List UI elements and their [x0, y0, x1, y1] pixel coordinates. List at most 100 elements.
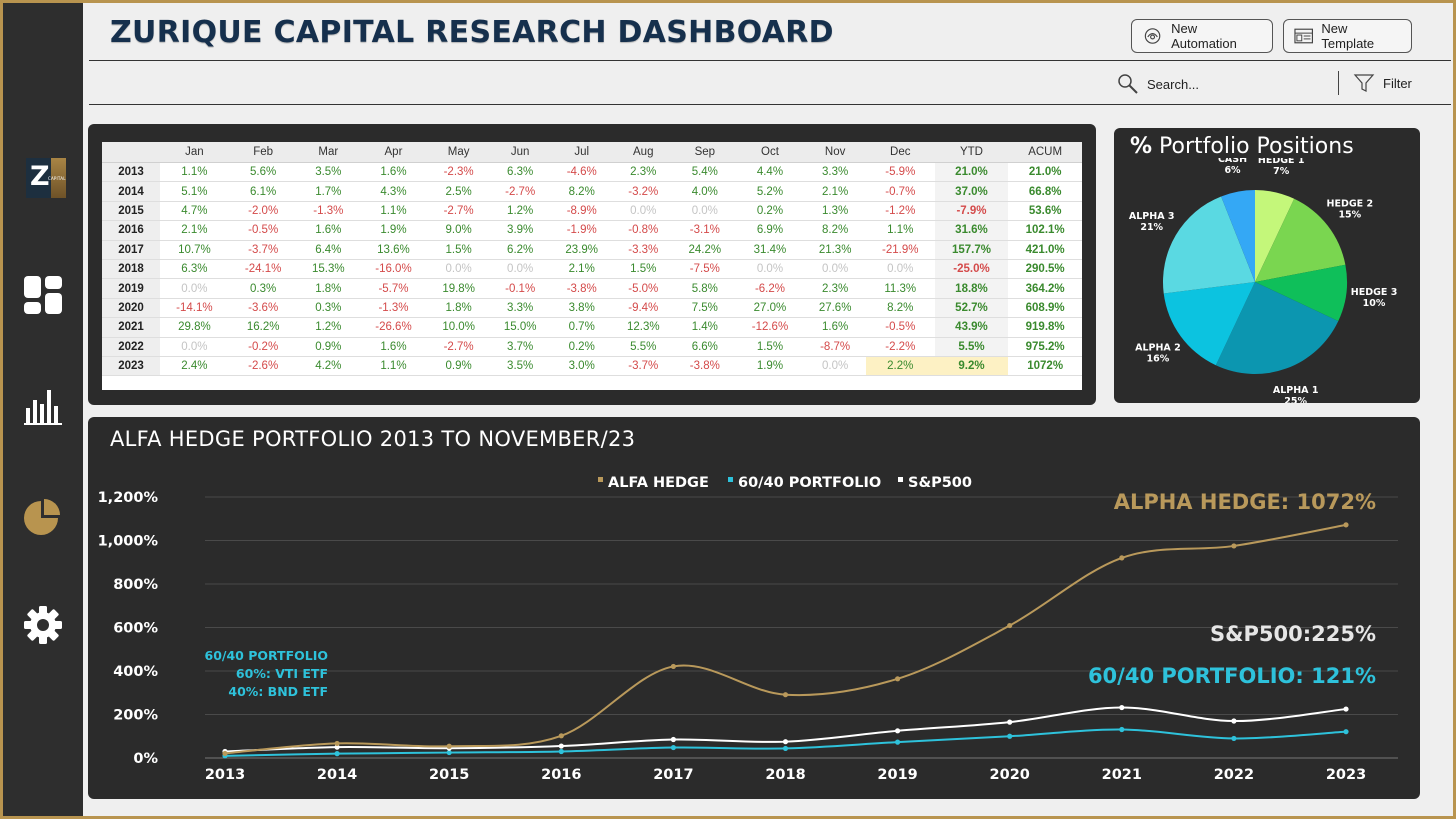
- pie-slice-hedge-2[interactable]: [1255, 198, 1346, 282]
- data-point-alfa-hedge[interactable]: [1007, 622, 1013, 629]
- return-cell: -0.5%: [865, 317, 935, 338]
- new-template-button[interactable]: New Template: [1283, 19, 1412, 53]
- return-cell: 1.6%: [297, 220, 360, 241]
- return-cell: 3.8%: [550, 298, 613, 319]
- data-point-alfa-hedge[interactable]: [670, 663, 677, 670]
- data-point-alfa-hedge[interactable]: [1231, 543, 1237, 549]
- data-point-alfa-hedge[interactable]: [222, 750, 228, 757]
- column-header: Dec: [865, 142, 935, 163]
- data-point-60-40-portfolio[interactable]: [1343, 729, 1349, 735]
- search-input[interactable]: Search...: [1117, 73, 1199, 95]
- data-point-60-40-portfolio[interactable]: [1007, 733, 1013, 739]
- return-cell: 27.0%: [735, 298, 805, 319]
- return-cell: 2.5%: [427, 181, 490, 202]
- automation-icon: [1144, 28, 1161, 44]
- logo-subtitle: CAPITAL: [48, 176, 66, 181]
- data-point-60-40-portfolio[interactable]: [782, 745, 789, 752]
- legend-swatch: [598, 477, 603, 482]
- legend-label[interactable]: 60/40 PORTFOLIO: [738, 475, 881, 491]
- data-point-60-40-portfolio[interactable]: [670, 744, 677, 751]
- return-cell: 1.5%: [612, 259, 675, 280]
- ytd-cell: 5.5%: [934, 337, 1009, 357]
- data-point-s-p500[interactable]: [670, 736, 677, 743]
- return-cell: 5.6%: [228, 162, 298, 183]
- return-cell: 21.3%: [804, 240, 866, 260]
- return-cell: 0.0%: [612, 201, 675, 222]
- data-point-alfa-hedge[interactable]: [1343, 522, 1349, 528]
- pie-slice-alpha-1[interactable]: [1215, 282, 1339, 374]
- portfolio-pie-chart: HEDGE 17% HEDGE 215% HEDGE 310% ALPHA 125% A…: [1129, 158, 1397, 403]
- return-cell: 0.7%: [550, 317, 613, 338]
- data-point-60-40-portfolio[interactable]: [558, 748, 564, 755]
- monthly-returns-table: Jan Feb Mar Apr May Jun Jul Aug Sep Oct Nov Dec YTD A…: [102, 142, 1082, 390]
- pie-slice-cash[interactable]: [1221, 190, 1255, 282]
- return-cell: -7.5%: [674, 259, 736, 280]
- return-cell: 2.1%: [550, 259, 613, 280]
- return-cell: -1.3%: [359, 298, 428, 319]
- data-point-alfa-hedge[interactable]: [446, 743, 452, 749]
- pie-slice-alpha-3[interactable]: [1163, 196, 1255, 294]
- data-point-60-40-portfolio[interactable]: [1119, 726, 1125, 733]
- table-row: 2022 0.0% -0.2% 0.9% 1.6% -2.7% 3.7% 0.2% 5.5% 6.…: [102, 337, 1082, 357]
- return-cell: -8.7%: [804, 337, 866, 357]
- data-point-alfa-hedge[interactable]: [782, 692, 789, 698]
- return-cell: 1.8%: [297, 278, 360, 299]
- data-point-60-40-portfolio[interactable]: [1231, 735, 1237, 742]
- dashboard-grid-icon[interactable]: [23, 275, 63, 315]
- new-automation-button[interactable]: New Automation: [1131, 19, 1273, 53]
- pie-slice-hedge-1[interactable]: [1255, 190, 1295, 282]
- company-logo[interactable]: Z CAPITAL: [26, 158, 66, 198]
- column-header: ACUM: [1008, 142, 1082, 163]
- data-point-s-p500[interactable]: [334, 744, 340, 750]
- ytd-cell: 43.9%: [934, 317, 1009, 338]
- data-point-alfa-hedge[interactable]: [895, 676, 901, 682]
- data-point-alfa-hedge[interactable]: [334, 740, 340, 747]
- chart-title: ALFA HEDGE PORTFOLIO 2013 TO NOVEMBER/23: [110, 427, 636, 451]
- gear-icon[interactable]: [23, 605, 63, 645]
- return-cell: -24.1%: [228, 259, 298, 280]
- pie-slice-percent: 6%: [1224, 165, 1241, 176]
- data-point-s-p500[interactable]: [1119, 704, 1125, 711]
- return-cell: 6.3%: [489, 162, 551, 183]
- return-cell: 2.3%: [612, 162, 675, 183]
- data-point-s-p500[interactable]: [782, 739, 789, 745]
- return-cell: 16.2%: [228, 317, 298, 338]
- pie-chart-icon[interactable]: [23, 497, 63, 537]
- pie-slice-name: HEDGE 2: [1327, 198, 1374, 209]
- data-point-s-p500[interactable]: [1231, 718, 1237, 724]
- pie-slice-alpha-2[interactable]: [1163, 282, 1255, 366]
- bar-chart-icon[interactable]: [23, 386, 63, 426]
- table-row: 2023 2.4% -2.6% 4.2% 1.1% 0.9% 3.5% 3.0% -3.7% -3…: [102, 356, 1082, 377]
- return-cell: -2.7%: [427, 201, 490, 222]
- filter-button[interactable]: Filter: [1353, 73, 1412, 93]
- return-cell: -26.6%: [359, 317, 428, 338]
- data-point-s-p500[interactable]: [1343, 706, 1349, 712]
- return-cell: 11.3%: [865, 278, 935, 299]
- data-point-s-p500[interactable]: [895, 728, 901, 734]
- data-point-alfa-hedge[interactable]: [558, 733, 564, 739]
- data-point-s-p500[interactable]: [1007, 719, 1013, 725]
- header-divider: [89, 60, 1451, 61]
- return-cell: 0.3%: [297, 298, 360, 319]
- data-point-60-40-portfolio[interactable]: [446, 749, 452, 756]
- legend-label[interactable]: S&P500: [908, 475, 972, 491]
- data-point-60-40-portfolio[interactable]: [334, 751, 340, 757]
- table-row: 2021 29.8% 16.2% 1.2% -26.6% 10.0% 15.0% 0.7% 12…: [102, 317, 1082, 338]
- return-cell: -0.7%: [865, 181, 935, 202]
- return-cell: -12.6%: [735, 317, 805, 338]
- return-cell: 12.3%: [612, 317, 675, 338]
- return-cell: 1.2%: [297, 317, 360, 338]
- ytd-cell: 37.0%: [934, 181, 1009, 202]
- data-point-s-p500[interactable]: [558, 743, 564, 749]
- legend-label[interactable]: ALFA HEDGE: [608, 475, 709, 491]
- filter-icon: [1353, 74, 1375, 92]
- pie-slice-hedge-3[interactable]: [1255, 264, 1347, 322]
- data-point-alfa-hedge[interactable]: [1119, 555, 1125, 561]
- ytd-cell: 18.8%: [934, 278, 1009, 299]
- legend-swatch: [728, 477, 733, 482]
- return-cell: 0.9%: [297, 337, 360, 357]
- series-line-alfa-hedge[interactable]: [224, 523, 1347, 755]
- data-point-60-40-portfolio[interactable]: [895, 739, 901, 745]
- return-cell: 24.2%: [674, 240, 736, 260]
- portfolio-composition-note: 60%: VTI ETF: [236, 666, 328, 681]
